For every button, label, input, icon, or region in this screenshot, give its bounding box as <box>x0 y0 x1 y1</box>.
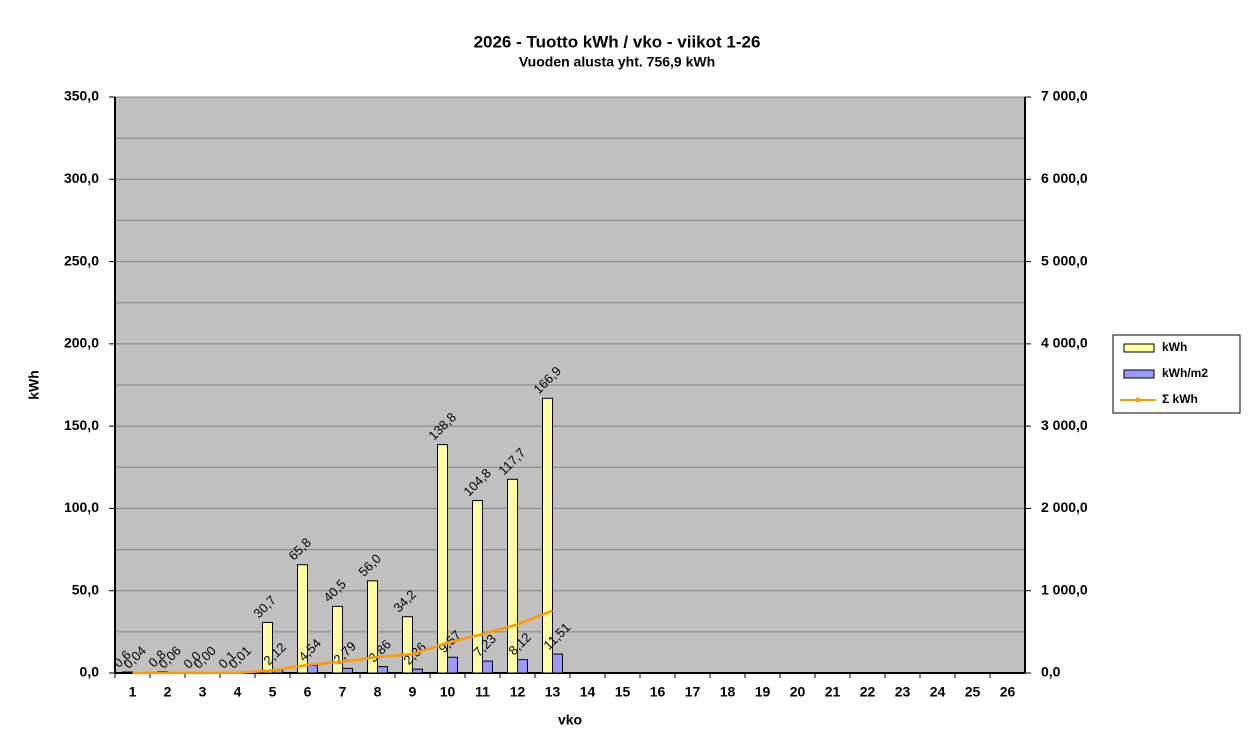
bar <box>412 668 423 674</box>
bar <box>332 605 343 674</box>
x-tick-label: 1 <box>129 684 137 700</box>
legend-swatch <box>1123 369 1155 379</box>
bar <box>472 500 483 674</box>
x-tick-label: 10 <box>440 684 456 700</box>
line <box>132 609 553 675</box>
x-tick-label: 19 <box>755 684 771 700</box>
bar <box>377 666 388 674</box>
y-tick-label: 300,0 <box>64 170 99 186</box>
x-tick-label: 9 <box>409 684 417 700</box>
legend: kWh kWh/m2 Σ kWh <box>1112 334 1241 414</box>
bar <box>307 665 318 674</box>
chart-title: 2026 - Tuotto kWh / vko - viikot 1-26 <box>474 32 761 51</box>
x-tick-label: 25 <box>965 684 981 700</box>
y-tick-label: 350,0 <box>64 88 99 104</box>
y2-tick-label: 4 000,0 <box>1041 335 1088 351</box>
x-axis-label: vko <box>558 712 582 728</box>
x-tick-label: 20 <box>790 684 806 700</box>
x-tick-label: 4 <box>234 684 242 700</box>
y2-tick-label: 1 000,0 <box>1041 581 1088 597</box>
x-tick-label: 15 <box>615 684 631 700</box>
y2-tick-label: 0,0 <box>1041 664 1061 680</box>
bar <box>437 444 448 674</box>
x-tick-label: 12 <box>510 684 526 700</box>
x-tick-label: 3 <box>199 684 207 700</box>
bar <box>517 659 528 674</box>
bar <box>297 564 308 674</box>
x-tick-label: 22 <box>860 684 876 700</box>
bar <box>262 621 273 674</box>
bar <box>552 653 563 674</box>
x-tick-label: 6 <box>304 684 312 700</box>
y-tick-label: 250,0 <box>64 252 99 268</box>
y2-tick-label: 7 000,0 <box>1041 88 1088 104</box>
bar <box>542 397 553 674</box>
y-tick-label: 150,0 <box>64 417 99 433</box>
x-tick-label: 7 <box>339 684 347 700</box>
x-tick-label: 21 <box>825 684 841 700</box>
y2-tick-label: 6 000,0 <box>1041 170 1088 186</box>
x-tick-label: 5 <box>269 684 277 700</box>
y2-tick-label: 5 000,0 <box>1041 252 1088 268</box>
x-tick-label: 13 <box>545 684 561 700</box>
x-tick-label: 17 <box>685 684 701 700</box>
x-tick-label: 2 <box>164 684 172 700</box>
x-tick-label: 14 <box>580 684 596 700</box>
bar <box>507 478 518 674</box>
x-tick-label: 24 <box>930 684 946 700</box>
x-tick-label: 16 <box>650 684 666 700</box>
y2-tick-label: 2 000,0 <box>1041 499 1088 515</box>
bar <box>122 671 133 674</box>
legend-label: kWh <box>1162 340 1187 354</box>
x-tick-label: 18 <box>720 684 736 700</box>
legend-swatch <box>1135 397 1141 403</box>
bar <box>342 667 353 674</box>
bar <box>447 656 458 674</box>
chart-subtitle: Vuoden alusta yht. 756,9 kWh <box>519 54 715 70</box>
x-tick-label: 8 <box>374 684 382 700</box>
y-axis-label: kWh <box>26 370 42 400</box>
y-tick-label: 50,0 <box>72 581 99 597</box>
legend-swatch <box>1123 343 1155 353</box>
bar <box>482 660 493 674</box>
y-tick-label: 0,0 <box>80 664 100 680</box>
y-tick-label: 100,0 <box>64 499 99 515</box>
x-tick-label: 11 <box>475 684 490 700</box>
bar <box>402 616 413 674</box>
legend-label: Σ kWh <box>1162 392 1198 406</box>
x-tick-label: 23 <box>895 684 911 700</box>
y2-tick-label: 3 000,0 <box>1041 417 1088 433</box>
y-tick-label: 200,0 <box>64 335 99 351</box>
bar <box>367 580 378 674</box>
legend-label: kWh/m2 <box>1162 366 1208 380</box>
x-tick-label: 26 <box>1000 684 1016 700</box>
